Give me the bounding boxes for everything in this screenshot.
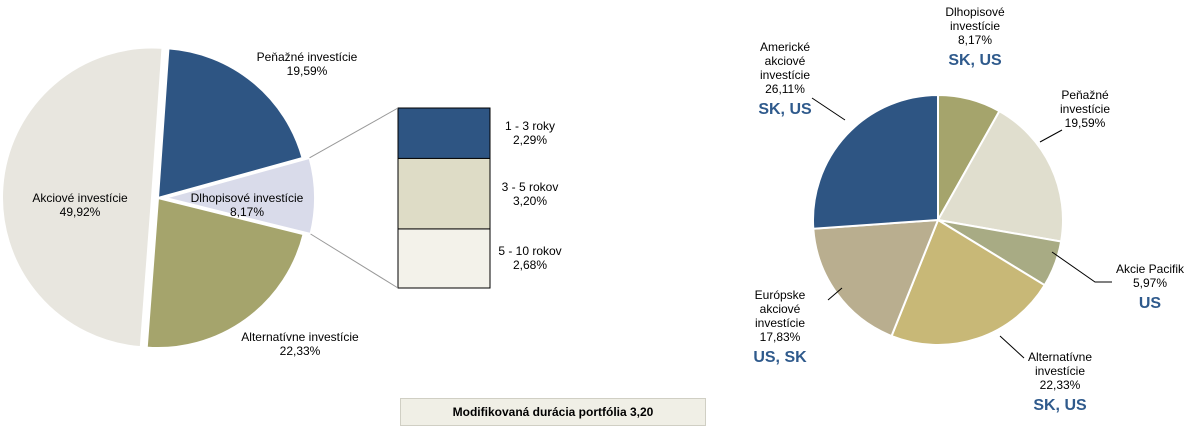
pie-slice — [145, 196, 305, 349]
bar-segment — [397, 228, 491, 289]
leader-line — [811, 97, 846, 121]
slice-value: 8,17% — [957, 33, 993, 47]
slice-name: Akcie Pacifik — [1115, 262, 1185, 276]
segment-name: 1 - 3 roky — [504, 119, 555, 134]
slice-value: 19,59% — [286, 64, 328, 78]
slice-value: 22,33% — [279, 344, 321, 358]
segment-value: 2,29% — [512, 133, 548, 148]
pie-slice — [812, 218, 940, 338]
slice-label: Americké akciové investície 26,11% SK, US — [750, 40, 820, 120]
segment-label: 1 - 3 roky 2,29% — [480, 119, 580, 147]
pie-slice — [1, 46, 164, 349]
segment-name: 3 - 5 rokov — [501, 179, 559, 194]
slice-name: Alternatívne investície — [1027, 350, 1093, 378]
bar-segment — [397, 107, 491, 159]
slice-tag: US, SK — [753, 349, 807, 366]
slice-name: Dlhopisové investície — [190, 191, 304, 205]
slice-label: Alternatívne investície 22,33% — [230, 330, 370, 358]
slice-value: 26,11% — [765, 82, 805, 96]
slice-value: 5,97% — [1132, 276, 1168, 290]
connector-line — [309, 107, 399, 159]
slice-label: Európske akciové investície 17,83% US, SK — [745, 288, 815, 368]
slice-label: Alternatívne investície 22,33% SK, US — [1015, 350, 1105, 416]
annotation: Modifikovaná durácia portfólia 3,20 — [400, 398, 706, 426]
slice-tag: US — [1138, 295, 1162, 312]
slice-tag: SK, US — [1033, 397, 1087, 414]
connector-line — [310, 233, 399, 289]
leader-line — [999, 335, 1025, 359]
slice-label: Akcie Pacifik 5,97% US — [1100, 262, 1194, 314]
pie-slice — [812, 93, 939, 230]
pie-slice — [936, 109, 1064, 243]
pie-slice — [156, 47, 304, 200]
slice-name: Americké akciové investície — [759, 40, 811, 82]
slice-tag: SK, US — [758, 101, 812, 118]
slice-label: Peňažné investície 19,59% — [1050, 88, 1120, 130]
slice-name: Akciové investície — [32, 191, 128, 205]
segment-label: 5 - 10 rokov 2,68% — [480, 244, 580, 272]
slice-label: Akciové investície 49,92% — [10, 191, 150, 219]
pie-slice — [890, 218, 1047, 346]
slice-name: Peňažné investície — [256, 50, 358, 64]
slice-name: Európske akciové investície — [754, 288, 806, 330]
pie-slice — [161, 156, 316, 236]
leader-line — [1051, 251, 1112, 283]
slice-value: 49,92% — [59, 205, 101, 219]
slice-label: Dlhopisové investície 8,17% — [177, 191, 317, 219]
slice-label: Dlhopisové investície 8,17% SK, US — [935, 5, 1015, 71]
slice-name: Alternatívne investície — [241, 330, 359, 344]
slice-value: 22,33% — [1039, 378, 1081, 392]
slice-value: 17,83% — [759, 330, 801, 344]
leader-line — [1039, 129, 1063, 143]
segment-value: 3,20% — [512, 193, 548, 208]
slice-label: Peňažné investície 19,59% — [242, 50, 372, 78]
segment-value: 2,68% — [512, 258, 548, 273]
slice-tag: SK, US — [948, 52, 1002, 69]
slice-value: 8,17% — [229, 205, 265, 219]
segment-label: 3 - 5 rokov 3,20% — [480, 180, 580, 208]
segment-name: 5 - 10 rokov — [498, 244, 562, 259]
slice-name: Dlhopisové investície — [945, 5, 1005, 33]
leader-line — [827, 287, 843, 301]
slice-name: Peňažné investície — [1059, 88, 1111, 116]
slice-value: 19,59% — [1064, 116, 1106, 130]
bar-segment — [397, 157, 491, 230]
